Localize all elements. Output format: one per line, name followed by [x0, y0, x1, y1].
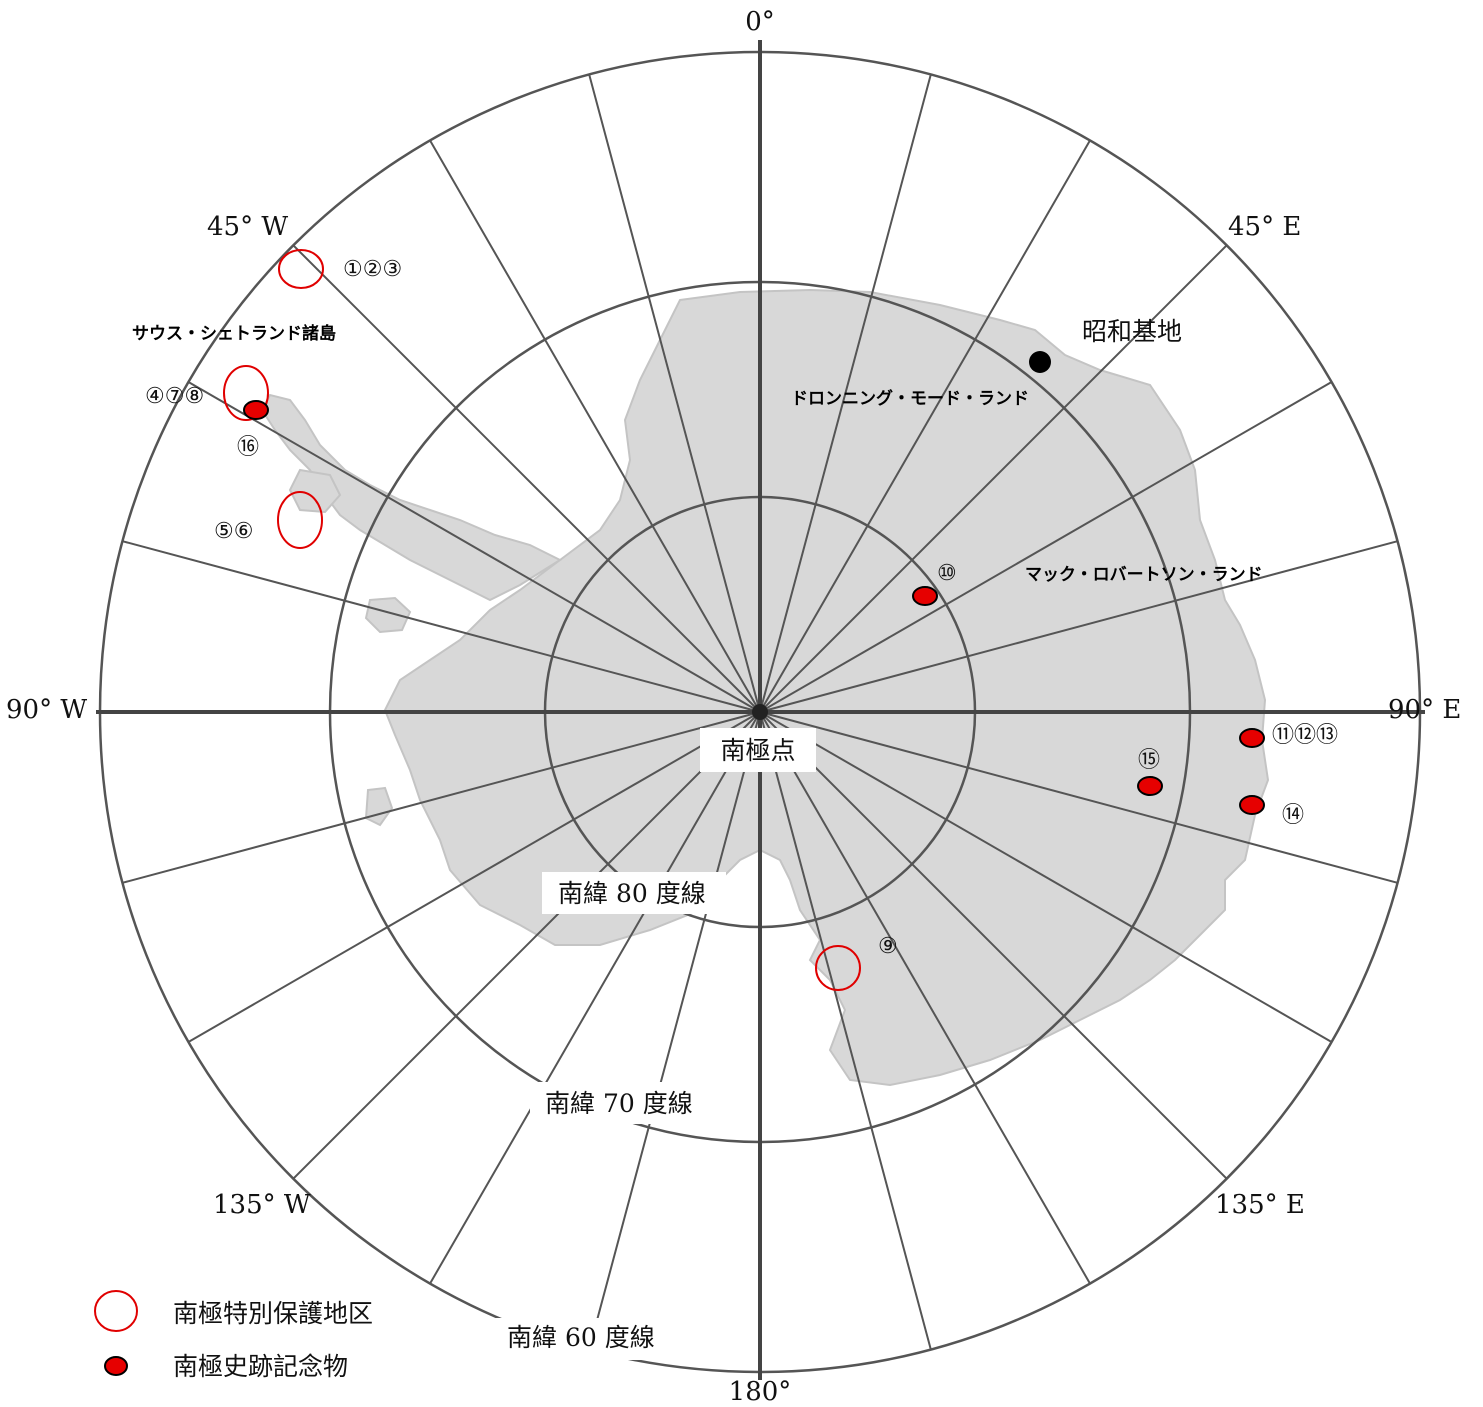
meridian-line	[759, 711, 1091, 1285]
peninsula-islands	[288, 468, 342, 514]
peninsula-islands	[364, 596, 412, 634]
historic-monuments	[243, 400, 1265, 815]
meridian-line	[122, 711, 761, 884]
label-0: 0°	[745, 7, 775, 37]
lat80-label: 南緯 80 度線	[558, 879, 706, 908]
site-label: ⑪⑫⑬	[1272, 723, 1338, 748]
meridian-line	[759, 711, 1228, 1180]
syowa-station-label: 昭和基地	[1082, 317, 1182, 346]
graticule	[96, 40, 1425, 1380]
meridian-line	[759, 139, 1091, 713]
peninsula-islands	[364, 786, 394, 827]
region-dronning-maud: ドロンニング・モード・ランド	[791, 388, 1029, 409]
meridian-line	[588, 74, 761, 713]
region-mac-robertson: マック・ロバートソン・ランド	[1025, 565, 1263, 585]
meridian-line	[187, 711, 761, 1043]
label-135w: 135° W	[213, 1190, 311, 1220]
protected-area-marker	[815, 945, 861, 991]
label-90e: 90° E	[1388, 695, 1461, 725]
meridian-line	[122, 540, 761, 713]
label-180: 180°	[729, 1377, 792, 1407]
meridian-line	[429, 139, 761, 713]
meridian-line	[759, 381, 1333, 713]
site-label: ⑨	[878, 934, 898, 959]
meridian-line	[759, 74, 932, 713]
legend-monument-icon	[104, 1356, 128, 1376]
label-45w: 45° W	[207, 212, 288, 242]
direction-labels: 0° 180° 90° W 90° E 45° W 45° E 135° W 1…	[6, 7, 1461, 1407]
lat70-label: 南緯 70 度線	[545, 1089, 693, 1118]
site-label: ⑯	[237, 435, 259, 460]
region-south-shetland: サウス・シェトランド諸島	[132, 323, 336, 344]
legend-protected-area-icon	[94, 1290, 138, 1332]
meridian-line	[292, 711, 761, 1180]
label-45e: 45° E	[1228, 212, 1301, 242]
lat60-label-bg	[495, 1318, 679, 1360]
site-label: ①②③	[343, 257, 402, 282]
meridian-line	[759, 711, 1333, 1043]
meridian-line	[759, 540, 1398, 713]
monument-marker	[912, 586, 938, 606]
legend: 南極特別保護地区 南極史跡記念物	[94, 1290, 373, 1381]
meridian-line	[759, 711, 1398, 884]
monument-marker	[243, 400, 269, 420]
legend-monument-label: 南極史跡記念物	[173, 1352, 348, 1381]
meridian-line	[759, 711, 932, 1350]
lat80-label-bg	[542, 872, 726, 914]
protected-area-marker	[223, 365, 269, 421]
lat60-label: 南緯 60 度線	[507, 1323, 655, 1352]
site-label: ⑤⑥	[214, 519, 253, 544]
site-label: ④⑦⑧	[145, 384, 204, 409]
site-label: ⑮	[1138, 748, 1160, 773]
east-antarctica-land	[383, 288, 1270, 1087]
pole-label-bg	[700, 728, 816, 772]
site-label: ⑭	[1282, 803, 1304, 828]
meridian-line	[292, 244, 761, 713]
south-pole-point	[752, 704, 768, 720]
meridian-line	[429, 711, 761, 1285]
monument-marker	[1137, 776, 1163, 796]
meridian-line	[759, 244, 1228, 713]
lat70-label-bg	[530, 1082, 714, 1124]
meridian-line	[187, 381, 761, 713]
syowa-station-marker	[1029, 351, 1051, 373]
label-90w: 90° W	[6, 695, 87, 725]
antarctic-peninsula-land	[260, 393, 563, 602]
protected-areas	[223, 249, 861, 991]
monument-marker	[1239, 728, 1265, 748]
pole-label: 南極点	[720, 736, 795, 765]
label-135e: 135° E	[1215, 1190, 1305, 1220]
site-labels: ①②③ ④⑦⑧ ⑯ ⑤⑥ ⑩ ⑪⑫⑬ ⑮ ⑭ ⑨	[145, 257, 1338, 959]
monument-marker	[1239, 795, 1265, 815]
meridian-line	[588, 711, 761, 1350]
protected-area-marker	[278, 249, 324, 289]
protected-area-marker	[277, 491, 323, 549]
site-label: ⑩	[937, 561, 957, 586]
legend-protected-area-label: 南極特別保護地区	[173, 1299, 373, 1328]
